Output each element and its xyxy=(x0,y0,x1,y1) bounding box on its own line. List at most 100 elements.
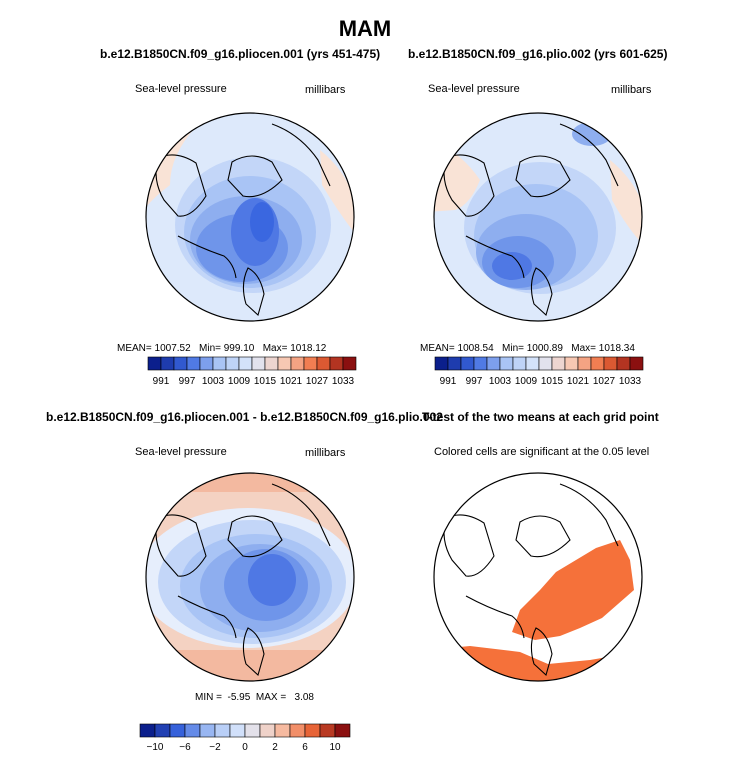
colorbar-tick-label: 6 xyxy=(302,742,308,753)
panel3-coastline-greenland xyxy=(177,595,237,639)
colorbar-swatch xyxy=(238,356,253,371)
panel1-variable-label: Sea-level pressure xyxy=(135,83,227,95)
colorbar-tick-label: −6 xyxy=(179,742,191,753)
panel3-south-high xyxy=(146,650,354,681)
colorbar-swatch xyxy=(169,723,186,738)
colorbar-tick-label: 1021 xyxy=(280,376,303,387)
panel4-coastline-greenland xyxy=(465,595,525,639)
colorbar-swatch xyxy=(199,356,214,371)
panel3-coastline-north-america xyxy=(155,514,207,577)
colorbar-tick-label: 1015 xyxy=(541,376,564,387)
colorbar-tick-label: 1033 xyxy=(619,376,642,387)
colorbar-swatch xyxy=(616,356,631,371)
panel2-colorbar: 991 997 1003 1009 1015 1021 1027 1033 xyxy=(434,356,644,387)
colorbar-tick-label: 2 xyxy=(272,742,278,753)
panel2-coastline-greenland xyxy=(465,235,525,279)
colorbar-swatch xyxy=(274,723,291,738)
panel2-coastline-scandinavia xyxy=(530,267,553,317)
colorbar-tick-label: 997 xyxy=(179,376,196,387)
panel3-coastline-siberia xyxy=(271,483,331,547)
panel3-coastline-arctic xyxy=(227,515,283,558)
colorbar-swatch xyxy=(319,723,336,738)
panel2-high-pressure-east xyxy=(610,160,642,250)
panel1-coastline-greenland xyxy=(177,235,237,279)
colorbar-tick-label: 1027 xyxy=(593,376,616,387)
panel3-coastline-scandinavia xyxy=(242,627,265,677)
panel4-coastline-north-america xyxy=(443,514,495,577)
panel4-map xyxy=(433,472,643,682)
panel1-coastline-north-america xyxy=(155,154,207,217)
colorbar-tick-label: 997 xyxy=(466,376,483,387)
colorbar-swatch xyxy=(486,356,501,371)
colorbar-tick-label: −2 xyxy=(209,742,221,753)
colorbar-tick-label: 10 xyxy=(329,742,341,753)
colorbar-swatch xyxy=(199,723,216,738)
colorbar-swatch xyxy=(564,356,579,371)
colorbar-swatch xyxy=(499,356,514,371)
panel2-coastline-siberia xyxy=(559,123,619,187)
colorbar-swatch xyxy=(139,723,156,738)
colorbar-swatch xyxy=(147,356,162,371)
colorbar-swatch xyxy=(303,356,318,371)
panel4-coastline-siberia xyxy=(559,483,619,547)
panel2-map xyxy=(433,112,643,322)
colorbar-tick-label: 1033 xyxy=(332,376,355,387)
panel4-title: T-test of the two means at each grid poi… xyxy=(422,410,659,424)
panel3-map-boundary xyxy=(145,472,355,682)
colorbar-tick-label: 991 xyxy=(440,376,457,387)
colorbar-swatch xyxy=(434,356,449,371)
colorbar-swatch xyxy=(525,356,540,371)
panel2-low-core xyxy=(492,252,532,280)
colorbar-swatch xyxy=(229,723,246,738)
colorbar-tick-label: 1027 xyxy=(306,376,329,387)
panel2-title: b.e12.B1850CN.f09_g16.plio.002 (yrs 601-… xyxy=(408,47,668,61)
colorbar-tick-label: 0 xyxy=(242,742,248,753)
panel2-map-boundary xyxy=(433,112,643,322)
figure-title: MAM xyxy=(338,16,392,41)
colorbar-swatch xyxy=(590,356,605,371)
panel1-map xyxy=(145,112,355,322)
colorbar-tick-label: 1009 xyxy=(515,376,538,387)
panel1-map-boundary xyxy=(145,112,355,322)
colorbar-swatch xyxy=(304,723,321,738)
panel1-units-label: millibars xyxy=(305,84,346,96)
panel3-core xyxy=(248,554,296,606)
colorbar-swatch xyxy=(316,356,331,371)
colorbar-tick-label: 1015 xyxy=(254,376,277,387)
colorbar-tick-label: 1021 xyxy=(567,376,590,387)
panel3-map xyxy=(145,472,355,682)
colorbar-swatch xyxy=(160,356,175,371)
colorbar-swatch xyxy=(551,356,566,371)
colorbar-swatch xyxy=(329,356,344,371)
colorbar-tick-label: 1009 xyxy=(228,376,251,387)
panel1-coastline-scandinavia xyxy=(242,267,265,317)
colorbar-swatch xyxy=(447,356,462,371)
colorbar-swatch xyxy=(251,356,266,371)
colorbar-swatch xyxy=(244,723,261,738)
panel4-coastline-scandinavia xyxy=(530,627,553,677)
colorbar-swatch xyxy=(629,356,644,371)
panel3-stats: MIN = -5.95 MAX = 3.08 xyxy=(195,692,314,703)
panel2-stats: MEAN= 1008.54 Min= 1000.89 Max= 1018.34 xyxy=(420,343,635,354)
colorbar-swatch xyxy=(538,356,553,371)
panel4-map-boundary xyxy=(433,472,643,682)
colorbar-swatch xyxy=(290,356,305,371)
colorbar-swatch xyxy=(225,356,240,371)
colorbar-tick-label: 991 xyxy=(153,376,170,387)
colorbar-tick-label: 1003 xyxy=(489,376,512,387)
panel2-low-north xyxy=(572,122,612,146)
colorbar-swatch xyxy=(212,356,227,371)
colorbar-swatch xyxy=(603,356,618,371)
colorbar-swatch xyxy=(184,723,201,738)
colorbar-swatch xyxy=(289,723,306,738)
panel4-coastline-arctic xyxy=(515,515,571,558)
colorbar-swatch xyxy=(277,356,292,371)
colorbar-swatch xyxy=(577,356,592,371)
panel2-coastline-north-america xyxy=(443,154,495,217)
panel3-variable-label: Sea-level pressure xyxy=(135,446,227,458)
colorbar-swatch xyxy=(334,723,351,738)
colorbar-tick-label: −10 xyxy=(147,742,164,753)
panel4-significance-label: Colored cells are significant at the 0.0… xyxy=(434,446,650,458)
panel2-units-label: millibars xyxy=(611,84,652,96)
panel4-significant-region-central xyxy=(512,540,634,640)
